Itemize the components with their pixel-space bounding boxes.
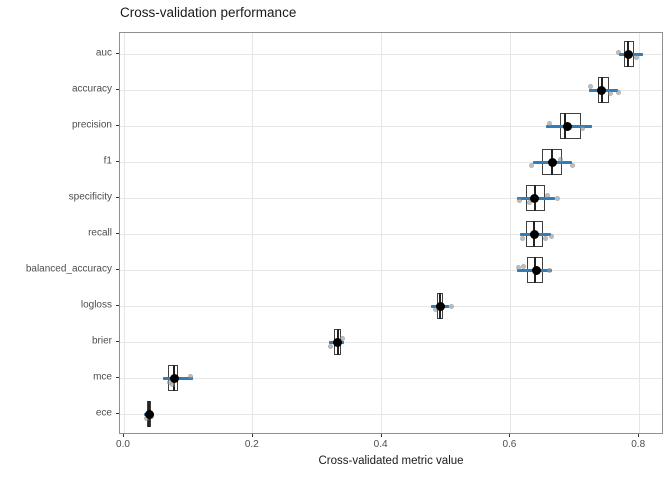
gridline-vertical <box>123 33 125 433</box>
y-axis-label: recall <box>88 227 112 239</box>
x-axis-tick <box>380 434 382 437</box>
gridline-vertical <box>381 33 383 433</box>
jitter-point <box>558 156 564 162</box>
gridline-vertical <box>638 33 640 433</box>
gridline-horizontal <box>120 269 662 271</box>
x-axis-tick <box>251 434 253 437</box>
mean-point <box>531 265 541 275</box>
jitter-point <box>543 235 549 241</box>
y-axis-label: mce <box>93 371 112 383</box>
jitter-point <box>328 343 334 349</box>
jitter-point <box>546 120 552 126</box>
mean-point <box>562 121 572 131</box>
y-axis-label: f1 <box>103 155 112 167</box>
y-axis-tick <box>116 269 119 270</box>
jitter-point <box>554 195 560 201</box>
gridline-vertical <box>509 33 511 433</box>
x-axis-tick <box>509 434 511 437</box>
jitter-point <box>616 89 622 95</box>
y-axis-tick <box>116 233 119 234</box>
mean-point <box>332 337 342 347</box>
jitter-point <box>528 162 534 168</box>
jitter-point <box>608 90 614 96</box>
y-axis-label: specificity <box>68 191 112 203</box>
x-axis-label: 0.2 <box>244 439 259 450</box>
jitter-point <box>546 267 552 273</box>
y-axis-label: precision <box>71 119 112 131</box>
jitter-point <box>570 162 576 168</box>
jitter-point <box>588 83 594 89</box>
y-axis-tick <box>116 341 119 342</box>
mean-point <box>597 85 607 95</box>
y-axis-tick <box>116 305 119 306</box>
y-axis-tick <box>116 161 119 162</box>
gridline-horizontal <box>120 377 662 379</box>
y-axis-tick <box>116 125 119 126</box>
y-axis-label: ece <box>95 407 112 419</box>
jitter-point <box>516 197 522 203</box>
jitter-point <box>545 192 551 198</box>
x-axis-tick <box>123 434 124 437</box>
gridline-horizontal <box>120 53 662 55</box>
y-axis-tick <box>116 89 119 90</box>
gridline-horizontal <box>120 125 662 127</box>
gridline-horizontal <box>120 89 662 91</box>
y-axis-label: accuracy <box>71 83 112 95</box>
y-axis-label: auc <box>95 47 112 59</box>
x-axis-title: Cross-validated metric value <box>318 455 464 467</box>
y-axis-tick <box>116 197 119 198</box>
y-axis-tick <box>116 413 119 414</box>
mean-point <box>530 193 540 203</box>
mean-point <box>623 49 633 59</box>
jitter-point <box>580 125 586 131</box>
mean-point <box>144 409 154 419</box>
y-axis-tick <box>116 377 119 378</box>
x-axis-label: 0.4 <box>373 439 388 450</box>
gridline-horizontal <box>120 233 662 235</box>
y-axis-label: brier <box>91 335 112 347</box>
gridline-vertical <box>252 33 254 433</box>
gridline-horizontal <box>120 161 662 163</box>
gridline-horizontal <box>120 197 662 199</box>
x-axis-label: 0.6 <box>502 439 517 450</box>
jitter-point <box>340 335 346 341</box>
y-axis-label: balanced_accuracy <box>25 263 112 275</box>
jitter-point <box>521 263 527 269</box>
x-axis-label: 0.0 <box>116 439 130 450</box>
jitter-point <box>549 233 555 239</box>
jitter-point <box>616 49 622 55</box>
mean-point <box>547 157 557 167</box>
jitter-point <box>520 235 526 241</box>
jitter-point <box>634 54 640 60</box>
mean-point <box>169 373 179 383</box>
jitter-point <box>448 303 454 309</box>
gridline-horizontal <box>120 341 662 343</box>
y-axis-tick <box>116 53 119 54</box>
x-axis-label: 0.8 <box>631 439 646 450</box>
jitter-point <box>515 264 521 270</box>
mean-point <box>529 229 539 239</box>
x-axis-tick <box>638 434 640 437</box>
plot-panel <box>119 32 663 434</box>
gridline-horizontal <box>120 305 662 307</box>
gridline-horizontal <box>120 413 662 415</box>
y-axis-label: logloss <box>80 299 112 311</box>
jitter-point <box>188 373 194 379</box>
mean-point <box>435 301 445 311</box>
chart-title: Cross-validation performance <box>120 5 297 20</box>
